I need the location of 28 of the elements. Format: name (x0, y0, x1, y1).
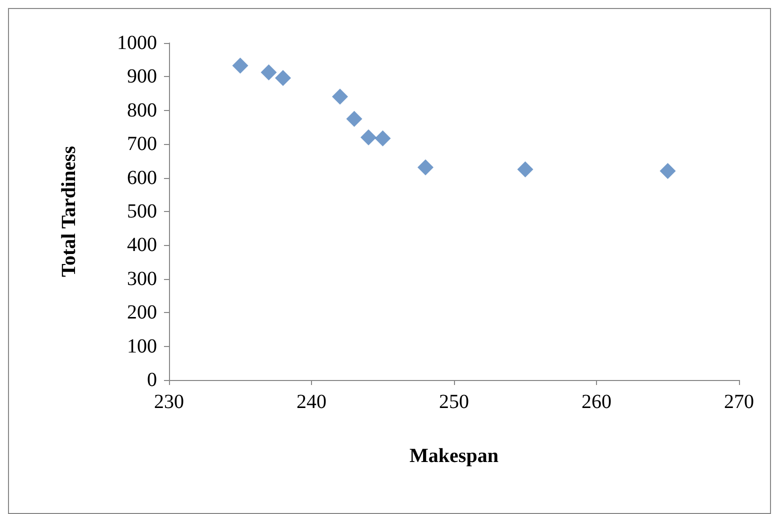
y-tick-label: 200 (127, 302, 157, 324)
x-tick-label: 230 (154, 391, 184, 413)
point (517, 161, 534, 178)
point (418, 159, 434, 176)
y-tick-label: 800 (127, 99, 157, 122)
point (360, 129, 376, 146)
y-tick-label: 0 (147, 369, 157, 391)
y-tick-label: 600 (127, 166, 157, 189)
point (232, 58, 248, 74)
y-tick-label: 500 (127, 200, 157, 222)
x-tick-label: 250 (439, 391, 469, 413)
x-tick-label: 260 (582, 391, 612, 413)
y-tick-label: 300 (127, 268, 157, 290)
point (346, 110, 362, 127)
x-axis-title: Makespan (410, 445, 498, 467)
y-tick-label: 700 (127, 133, 157, 156)
y-tick-label: 900 (127, 66, 157, 88)
point (332, 88, 348, 105)
x-tick-label: 240 (296, 391, 326, 413)
y-tick-label: 400 (127, 234, 157, 256)
y-tick-label: 1000 (117, 32, 157, 54)
point (660, 163, 676, 180)
y-axis-title: Total Tardiness (58, 146, 80, 277)
x-tick-label: 270 (724, 391, 754, 413)
point (260, 64, 277, 80)
y-tick-label: 100 (127, 335, 157, 358)
point (275, 70, 291, 86)
point (374, 130, 391, 146)
